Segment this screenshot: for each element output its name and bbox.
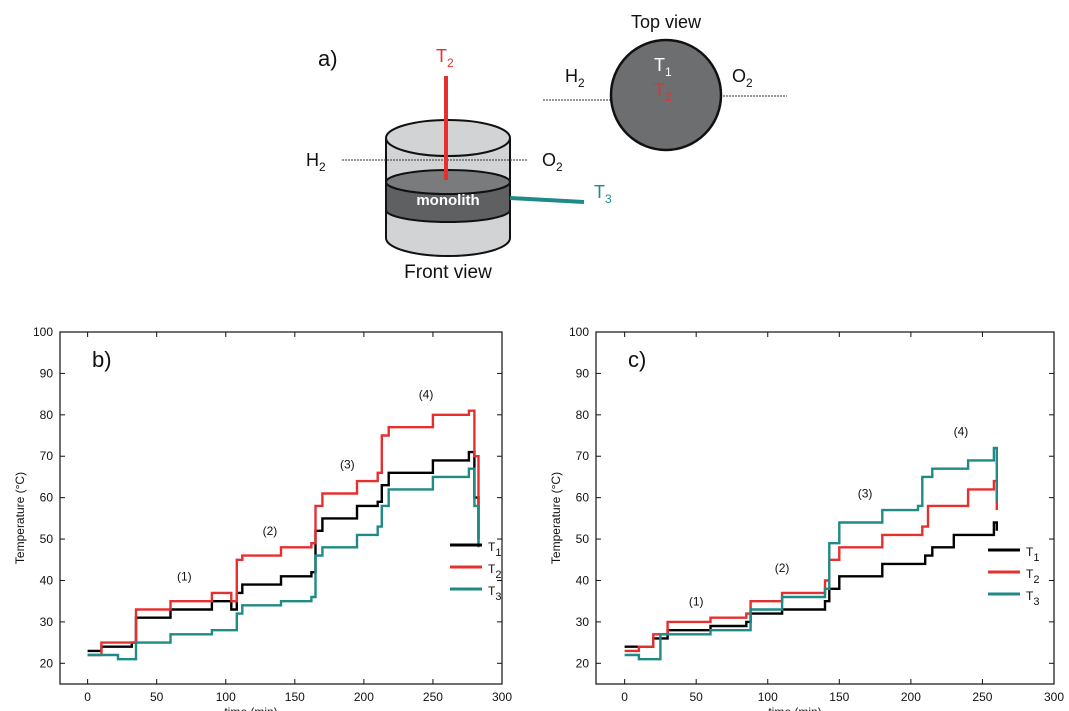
- stage-annotation: (3): [340, 458, 355, 472]
- y-tick-label: 50: [40, 532, 54, 546]
- y-axis-label: Temperature (°C): [13, 472, 27, 564]
- stage-annotation: (3): [858, 487, 873, 501]
- top-t1-label: T1: [654, 55, 672, 79]
- y-tick-label: 90: [576, 366, 590, 380]
- x-tick-label: 100: [216, 690, 236, 704]
- x-axis-label: time (min): [224, 705, 277, 711]
- series-line-t2: [624, 479, 998, 653]
- x-tick-label: 150: [829, 690, 849, 704]
- top-t2-label: T2: [654, 80, 672, 104]
- y-axis-label: Temperature (°C): [549, 472, 563, 564]
- y-tick-label: 30: [40, 615, 54, 629]
- y-tick-label: 40: [40, 573, 54, 587]
- y-tick-label: 80: [576, 408, 590, 422]
- y-tick-label: 70: [576, 449, 590, 463]
- x-tick-label: 50: [690, 690, 704, 704]
- t3-probe: [509, 196, 585, 204]
- panel-label-a: a): [318, 46, 338, 71]
- x-tick-label: 300: [1044, 690, 1064, 704]
- front-t2-label: T2: [436, 46, 454, 70]
- series-line-t3: [624, 446, 998, 661]
- monolith-label: monolith: [416, 192, 479, 209]
- x-tick-label: 300: [492, 690, 512, 704]
- front-h2-label: H2: [306, 150, 326, 174]
- series-line-t2: [87, 409, 480, 657]
- y-tick-label: 80: [40, 408, 54, 422]
- stage-annotation: (4): [419, 387, 434, 401]
- stage-annotation: (2): [263, 524, 278, 538]
- y-tick-label: 40: [576, 573, 590, 587]
- legend-label-t1: T1: [1026, 545, 1039, 564]
- y-tick-label: 60: [40, 491, 54, 505]
- legend-label-t2: T2: [1026, 567, 1039, 586]
- x-tick-label: 250: [423, 690, 443, 704]
- chart-panel-b: 20 30 40 50 60 70 80 90 100 0 50 100 150 200 250 300 tim…: [13, 325, 512, 711]
- y-tick-label: 100: [33, 325, 53, 339]
- legend-label-t2: T2: [488, 562, 501, 581]
- y-tick-label: 60: [576, 491, 590, 505]
- y-tick-label: 100: [569, 325, 589, 339]
- series-line-t1: [87, 450, 480, 653]
- panel-label: b): [92, 347, 112, 372]
- front-view-label: Front view: [404, 262, 492, 283]
- stage-annotation: (2): [775, 561, 790, 575]
- x-tick-label: 200: [354, 690, 374, 704]
- front-t3-label: T3: [594, 182, 612, 206]
- y-tick-label: 70: [40, 449, 54, 463]
- panel-label: c): [628, 347, 646, 372]
- legend-label-t3: T3: [1026, 589, 1039, 608]
- legend-label-t3: T3: [488, 584, 501, 603]
- series-line-t3: [87, 467, 480, 661]
- chart-panel-c: 20 30 40 50 60 70 80 90 100 0 50 100 150 200 250 300 tim…: [549, 325, 1064, 711]
- front-o2-label: O2: [542, 150, 563, 174]
- schematic-diagram: a) monolith H2 O2 T2 T3 Front view Top v…: [306, 12, 787, 283]
- x-axis-label: time (min): [768, 705, 821, 711]
- y-tick-label: 20: [576, 656, 590, 670]
- x-tick-label: 0: [621, 690, 628, 704]
- x-tick-label: 0: [84, 690, 91, 704]
- x-tick-label: 150: [285, 690, 305, 704]
- x-tick-label: 50: [150, 690, 164, 704]
- legend-label-t1: T1: [488, 540, 501, 559]
- top-view-label: Top view: [631, 12, 702, 32]
- plot-frame: [59, 331, 503, 685]
- top-o2-label: O2: [732, 66, 753, 90]
- x-tick-label: 200: [901, 690, 921, 704]
- y-tick-label: 30: [576, 615, 590, 629]
- y-tick-label: 90: [40, 366, 54, 380]
- x-tick-label: 250: [972, 690, 992, 704]
- stage-annotation: (4): [954, 425, 969, 439]
- top-h2-label: H2: [565, 66, 585, 90]
- y-tick-label: 50: [576, 532, 590, 546]
- series-line-t1: [624, 521, 998, 648]
- stage-annotation: (1): [177, 569, 192, 583]
- y-tick-label: 20: [40, 656, 54, 670]
- top-view-circle: [609, 38, 723, 152]
- stage-annotation: (1): [689, 594, 704, 608]
- plot-frame: [595, 331, 1055, 685]
- x-tick-label: 100: [758, 690, 778, 704]
